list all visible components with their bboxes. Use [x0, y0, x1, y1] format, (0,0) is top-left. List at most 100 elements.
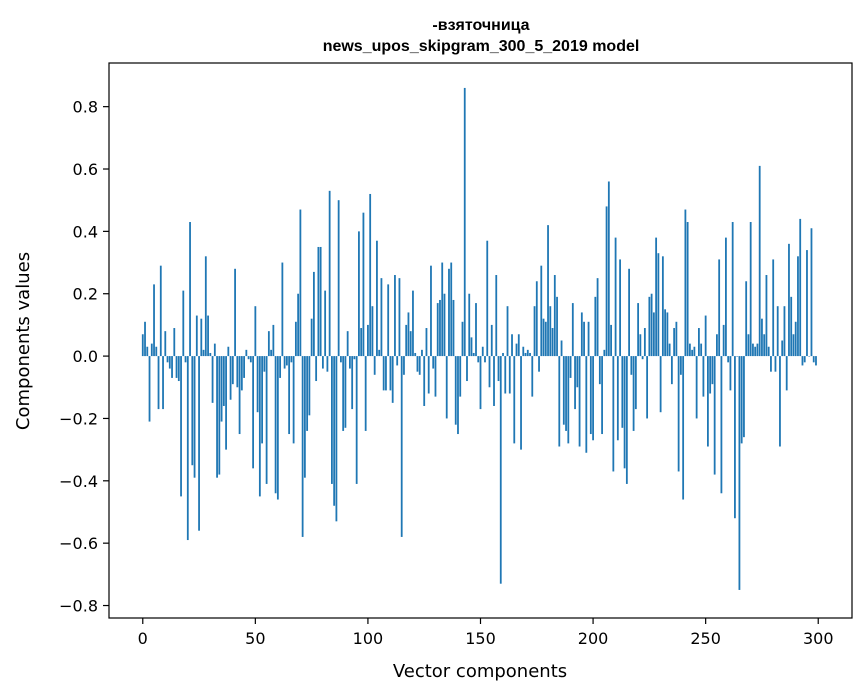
bar [585, 356, 588, 453]
bar [146, 346, 149, 357]
bar [247, 356, 250, 360]
bar [340, 356, 342, 363]
bar [709, 356, 712, 394]
bar [468, 293, 471, 357]
bar [236, 356, 239, 388]
bar [202, 349, 205, 357]
bar [479, 356, 482, 410]
bar [533, 306, 536, 357]
bar [506, 306, 509, 357]
bar [306, 356, 309, 431]
bar [403, 356, 405, 375]
bar [731, 222, 734, 357]
bar [211, 356, 214, 403]
bar [511, 334, 513, 357]
bar [810, 228, 813, 357]
bar [394, 275, 396, 357]
bar [531, 356, 534, 397]
bar [180, 356, 182, 497]
bar [797, 256, 799, 357]
bar [364, 356, 367, 431]
bar [461, 321, 464, 357]
x-tick-label: 150 [465, 629, 496, 648]
bar [218, 356, 221, 475]
bar [716, 334, 718, 357]
bar [650, 293, 653, 357]
bar [173, 328, 176, 357]
bar [495, 275, 498, 357]
bar [605, 206, 608, 357]
bar [418, 356, 421, 375]
x-tick-label: 0 [138, 629, 148, 648]
bar [547, 225, 549, 357]
bar [794, 321, 797, 357]
bar [526, 349, 529, 357]
bar [168, 356, 171, 369]
bar [308, 356, 311, 416]
bar [522, 346, 525, 357]
bar [693, 346, 696, 357]
bar [774, 356, 777, 372]
bar [702, 356, 705, 397]
bar [664, 309, 667, 357]
bar [189, 222, 191, 357]
bar [355, 356, 358, 484]
bar [463, 87, 466, 357]
bar [335, 356, 338, 522]
x-tick-label: 100 [353, 629, 384, 648]
bar [294, 321, 297, 357]
bar [612, 356, 615, 472]
bar [166, 356, 169, 363]
bar [776, 306, 779, 357]
bar [193, 356, 196, 478]
bar [524, 352, 527, 357]
bar [373, 356, 376, 375]
bar [150, 343, 153, 357]
bar [682, 356, 685, 500]
bar [698, 328, 700, 357]
bar [360, 328, 363, 357]
bar [445, 356, 448, 419]
bar [508, 356, 511, 394]
bar [576, 356, 579, 388]
bar [734, 356, 736, 519]
bar [747, 334, 750, 357]
bar [326, 356, 329, 372]
bar [628, 268, 630, 357]
bar [303, 356, 306, 478]
bar [376, 240, 378, 357]
bar [589, 356, 592, 435]
bar [497, 356, 500, 382]
bar [623, 356, 626, 469]
bar [499, 356, 502, 584]
bar [443, 293, 446, 357]
bar [686, 222, 689, 357]
bar [279, 356, 282, 378]
y-tick-label: 0.2 [73, 285, 98, 304]
bar [258, 356, 261, 497]
bar [601, 356, 603, 435]
bar [216, 356, 218, 478]
plot-frame [108, 62, 853, 619]
bar [661, 256, 664, 357]
bar [240, 356, 243, 391]
bar [432, 356, 435, 369]
bar [263, 356, 266, 372]
bar [772, 259, 775, 357]
bar [155, 346, 158, 357]
bar [315, 356, 318, 382]
x-tick-label: 200 [578, 629, 609, 648]
bar [806, 250, 808, 357]
bar [592, 356, 594, 441]
bar [657, 253, 660, 357]
bar [619, 259, 621, 357]
bar [639, 334, 642, 357]
bar [261, 356, 263, 444]
bar [225, 356, 227, 450]
bar [222, 356, 225, 406]
bar [652, 312, 655, 357]
bar [310, 318, 313, 357]
bar [504, 356, 507, 394]
bar [625, 356, 628, 484]
bar [204, 256, 207, 357]
